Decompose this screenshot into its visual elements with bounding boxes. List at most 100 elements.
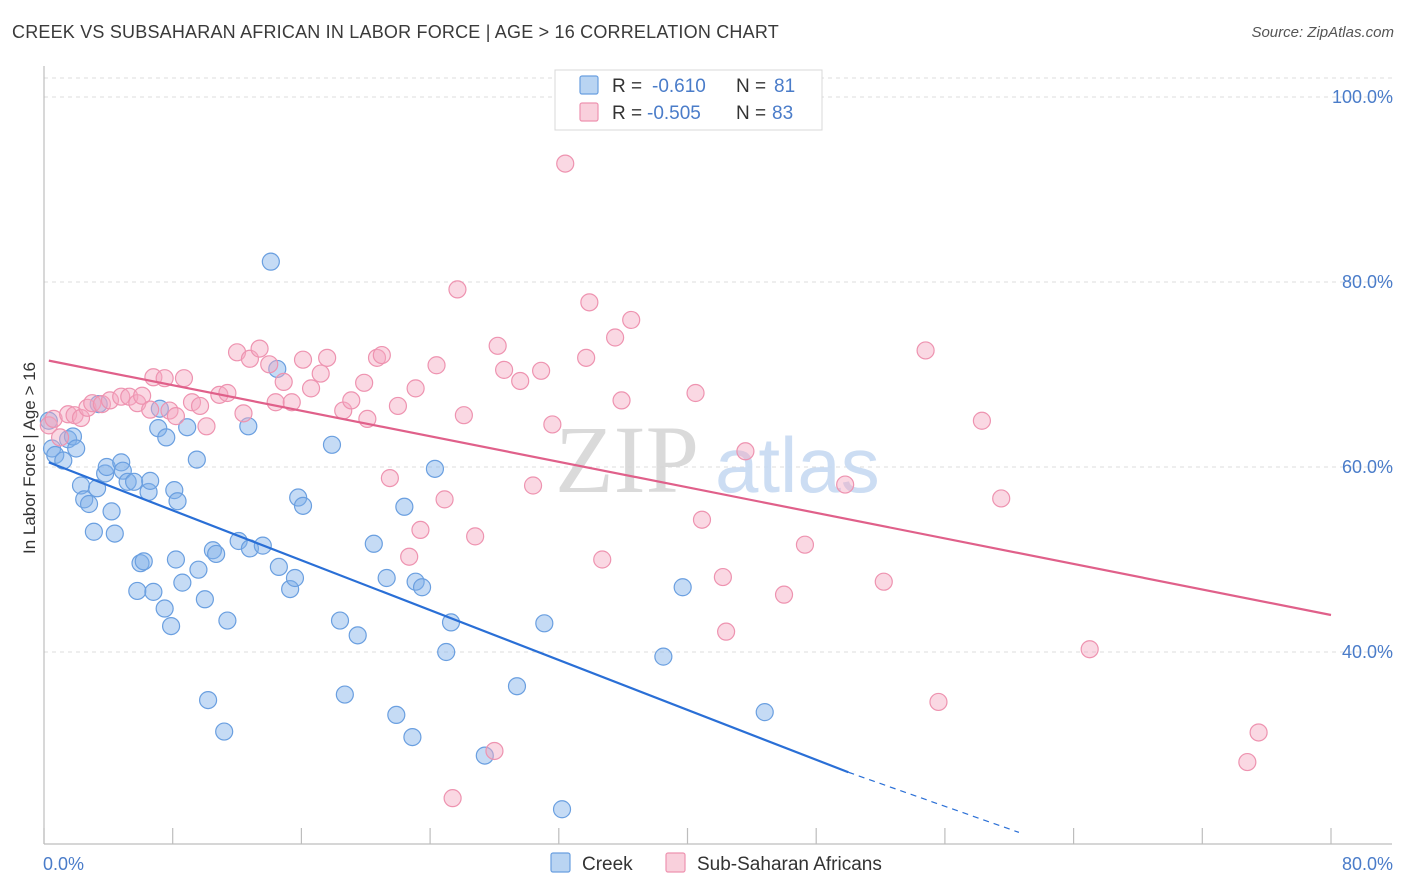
creek-point-57 — [330, 611, 350, 630]
ssa-point-26 — [234, 404, 253, 423]
ssa-point-78 — [929, 692, 948, 712]
creek-point-40 — [198, 690, 218, 710]
ssa-point-74 — [795, 535, 815, 554]
creek-point-43 — [215, 722, 234, 741]
ssa-point-55 — [488, 336, 507, 355]
ssa-point-75 — [836, 475, 855, 494]
ssa-point-22 — [197, 417, 216, 436]
legend-n-value-ssa: 83 — [772, 103, 793, 124]
ssa-point-44 — [388, 396, 408, 416]
ssa-point-68 — [686, 383, 705, 403]
creek-point-34 — [168, 492, 187, 511]
creek-point-30 — [157, 428, 176, 447]
ssa-point-31 — [274, 372, 293, 391]
creek-point-53 — [285, 568, 305, 588]
creek-point-42 — [207, 544, 226, 564]
creek-point-49 — [261, 252, 280, 271]
source-label: Source: ZipAtlas.com — [1251, 24, 1394, 41]
creek-point-5 — [63, 427, 83, 446]
creek-point-18 — [113, 461, 132, 480]
creek-point-68 — [437, 642, 456, 662]
creek-point-10 — [84, 522, 103, 541]
ssa-point-69 — [692, 510, 712, 529]
creek-point-26 — [144, 582, 163, 601]
watermark-atlas: atlas — [715, 421, 880, 509]
creek-point-44 — [218, 611, 237, 630]
ssa-point-46 — [406, 379, 425, 398]
ssa-point-9 — [100, 391, 120, 410]
creek-point-59 — [348, 626, 367, 645]
ssa-point-49 — [435, 490, 454, 509]
watermark: ZIP atlas — [555, 406, 880, 513]
legend-bottom-label-creek: Creek — [582, 854, 633, 875]
ssa-point-28 — [250, 339, 269, 358]
legend-n-label-ssa: N = — [736, 103, 766, 124]
creek-point-20 — [124, 472, 144, 491]
ssa-point-39 — [355, 373, 374, 392]
ssa-point-30 — [266, 393, 285, 412]
legend-bottom-swatch-ssa — [665, 852, 686, 873]
creek-trend-extension — [848, 771, 1020, 833]
ssa-point-5 — [71, 408, 91, 428]
y-tick-label-2: 60.0% — [1342, 457, 1393, 477]
creek-point-74 — [654, 647, 673, 666]
ssa-point-1 — [44, 409, 63, 428]
creek-point-31 — [161, 616, 181, 636]
ssa-point-73 — [774, 585, 794, 604]
x-tick-label-min: 0.0% — [43, 854, 84, 874]
creek-point-52 — [281, 579, 300, 599]
legend-r-value-ssa: -0.505 — [647, 103, 701, 124]
creek-point-15 — [102, 502, 121, 521]
creek-point-6 — [67, 439, 86, 458]
creek-point-29 — [155, 599, 174, 618]
ssa-point-36 — [318, 348, 337, 367]
ssa-point-83 — [1249, 723, 1268, 742]
creek-point-58 — [335, 685, 354, 704]
y-tick-labels: 100.0% 80.0% 60.0% 40.0% — [1332, 87, 1393, 662]
creek-point-75 — [673, 578, 692, 597]
ssa-point-14 — [141, 400, 160, 419]
creek-point-22 — [131, 554, 150, 573]
ssa-point-57 — [511, 371, 530, 391]
x-tick-label-max: 80.0% — [1342, 854, 1393, 874]
ssa-point-38 — [342, 391, 361, 410]
legend-n-value-creek: 81 — [774, 76, 795, 97]
data-points — [39, 154, 1268, 819]
chart-title: CREEK VS SUBSAHARAN AFRICAN IN LABOR FOR… — [12, 22, 779, 42]
ssa-point-51 — [448, 280, 467, 299]
legend-bottom-swatch-creek — [550, 852, 571, 873]
ssa-point-53 — [466, 527, 485, 546]
creek-point-16 — [105, 524, 124, 543]
legend-swatch-ssa — [579, 102, 599, 122]
ssa-point-42 — [372, 345, 391, 365]
ssa-point-82 — [1238, 752, 1257, 772]
creek-point-61 — [377, 568, 396, 588]
axes — [43, 66, 1392, 845]
ssa-point-2 — [50, 428, 70, 447]
ssa-point-7 — [83, 394, 102, 413]
ssa-point-21 — [190, 396, 210, 416]
creek-point-39 — [195, 590, 214, 609]
ssa-point-29 — [260, 355, 279, 374]
creek-point-37 — [187, 450, 206, 469]
ssa-point-47 — [411, 520, 430, 540]
creek-point-36 — [178, 418, 197, 437]
ssa-point-61 — [556, 154, 575, 173]
creek-point-55 — [293, 496, 313, 515]
ssa-trend-line — [48, 359, 1332, 617]
creek-point-66 — [412, 578, 432, 597]
ssa-point-50 — [443, 789, 462, 808]
creek-point-73 — [552, 800, 572, 819]
ssa-point-35 — [311, 364, 330, 383]
creek-point-56 — [322, 435, 342, 454]
ssa-point-67 — [622, 310, 641, 330]
ssa-point-43 — [380, 469, 399, 488]
ssa-point-48 — [427, 356, 446, 375]
creek-point-13 — [96, 464, 115, 483]
creek-trend-line — [48, 461, 849, 774]
creek-point-51 — [269, 557, 288, 577]
creek-point-70 — [475, 746, 494, 765]
creek-point-64 — [403, 727, 422, 747]
ssa-point-72 — [736, 442, 755, 461]
